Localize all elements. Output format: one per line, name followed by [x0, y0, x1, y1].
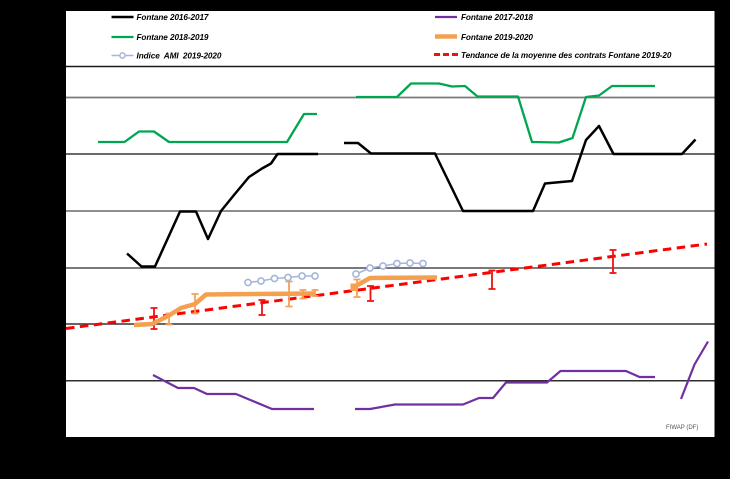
svg-text:Fontane 2019-2020: Fontane 2019-2020	[461, 33, 533, 42]
svg-text:FIWAP (DF): FIWAP (DF)	[666, 425, 698, 431]
svg-text:Fontane 2016-2017: Fontane 2016-2017	[137, 13, 209, 22]
svg-text:Fontane 2017-2018: Fontane 2017-2018	[461, 13, 533, 22]
svg-text:Tendance de la moyenne des con: Tendance de la moyenne des contrats Font…	[461, 51, 672, 60]
svg-text:Fontane 2018-2019: Fontane 2018-2019	[137, 33, 209, 42]
svg-text:Indice AMI 2019-2020: Indice AMI 2019-2020	[137, 52, 222, 61]
